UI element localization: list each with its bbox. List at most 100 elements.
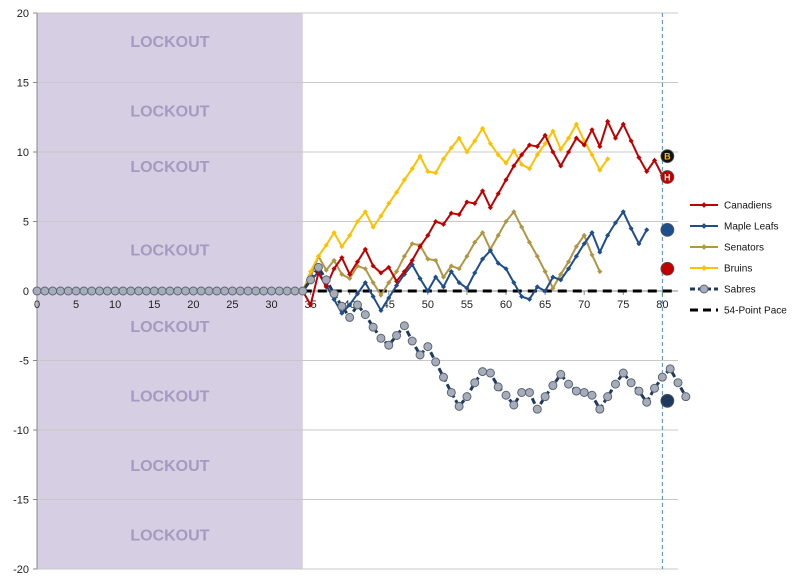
logo-circle (660, 393, 675, 408)
data-point (517, 387, 527, 397)
lockout-label: LOCKOUT (130, 527, 209, 544)
y-tick-label: 0 (23, 286, 29, 298)
data-point (448, 210, 454, 216)
data-point (308, 302, 314, 308)
data-point (378, 270, 384, 276)
y-tick-label: -15 (13, 495, 29, 507)
data-point (415, 350, 425, 360)
data-point (196, 286, 206, 296)
data-point (472, 200, 478, 206)
data-point (462, 392, 472, 402)
data-point (392, 330, 402, 340)
series-line-canadiens (301, 118, 664, 308)
series-line-bruins (301, 122, 609, 292)
series-senators (300, 209, 603, 298)
data-point (394, 278, 400, 284)
team-logo-sabres (660, 393, 675, 408)
series-sabres (32, 262, 691, 414)
data-point (556, 369, 566, 379)
data-point (63, 286, 73, 296)
data-point (347, 275, 353, 282)
data-point (407, 336, 417, 346)
data-point (480, 230, 486, 236)
data-point (448, 263, 454, 269)
x-tick-label: 75 (617, 299, 629, 311)
data-point (235, 286, 245, 296)
data-point (282, 286, 292, 296)
y-tick-label: 20 (17, 8, 29, 20)
data-point (448, 268, 454, 275)
logo-circle (660, 261, 675, 276)
data-point (612, 220, 619, 226)
logo-circle (660, 170, 675, 184)
data-point (204, 286, 214, 296)
data-point (589, 230, 595, 236)
data-point (425, 256, 431, 262)
x-tick-label: 60 (500, 299, 512, 311)
lockout-label: LOCKOUT (130, 388, 209, 405)
data-point (511, 209, 517, 215)
data-point (446, 387, 456, 397)
data-point (581, 232, 587, 238)
data-point (339, 243, 345, 250)
data-point (409, 241, 415, 247)
data-point (376, 333, 386, 343)
lockout-label: LOCKOUT (130, 159, 209, 176)
x-tick-label: 65 (539, 299, 551, 311)
lockout-label: LOCKOUT (130, 103, 209, 120)
series-maple-leafs (300, 209, 650, 316)
data-point (323, 284, 329, 290)
data-point (227, 286, 237, 296)
y-tick-label: -10 (13, 425, 29, 437)
data-point (448, 145, 454, 151)
data-point (370, 280, 376, 286)
team-logo-bruins: B (660, 149, 675, 164)
legend-marker (701, 202, 707, 208)
data-point (386, 295, 392, 301)
data-point (681, 392, 691, 402)
logo-letter: H (664, 173, 671, 183)
series-line-senators (301, 209, 601, 298)
data-point (423, 342, 433, 352)
logo-circle (660, 149, 675, 164)
data-point (251, 286, 261, 296)
y-tick-label: -5 (19, 356, 29, 368)
legend-item-canadiens: Canadiens (690, 201, 772, 212)
x-tick-label: 50 (422, 299, 434, 311)
data-point (548, 381, 558, 391)
data-point (493, 382, 503, 392)
x-tick-label: 30 (265, 299, 277, 311)
legend-label: Sabres (724, 285, 756, 296)
x-tick-label: 5 (73, 299, 79, 311)
data-point (665, 364, 675, 374)
data-point (87, 286, 97, 296)
data-point (480, 125, 486, 131)
data-point (540, 392, 550, 402)
data-point (495, 260, 501, 266)
data-point (612, 135, 619, 141)
data-point (626, 378, 636, 388)
data-point (173, 286, 183, 296)
data-point (102, 286, 112, 296)
data-point (386, 264, 392, 270)
data-point (480, 256, 486, 262)
data-point (464, 149, 470, 155)
data-point (71, 286, 81, 296)
data-point (274, 286, 284, 296)
data-point (181, 286, 191, 296)
data-point (571, 386, 581, 396)
data-point (673, 378, 683, 388)
data-point (306, 275, 316, 285)
x-tick-label: 15 (148, 299, 160, 311)
data-point (360, 310, 370, 320)
data-point (519, 161, 525, 168)
data-point (433, 274, 439, 280)
legend-item-54-point-pace: 54-Point Pace (690, 306, 787, 317)
data-point (354, 291, 361, 297)
data-point (440, 284, 447, 290)
series-canadiens (300, 118, 665, 308)
data-point (526, 166, 533, 172)
data-point (526, 296, 533, 302)
data-point (634, 386, 644, 396)
